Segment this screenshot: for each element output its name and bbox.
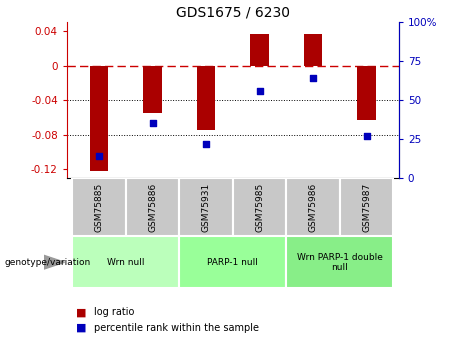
Text: percentile rank within the sample: percentile rank within the sample (94, 323, 259, 333)
Bar (126, 178, 179, 236)
Title: GDS1675 / 6230: GDS1675 / 6230 (176, 6, 290, 20)
Text: GSM75885: GSM75885 (95, 183, 103, 231)
Point (256, 88, 263, 93)
Text: Wrn PARP-1 double
null: Wrn PARP-1 double null (297, 253, 383, 272)
Bar (304, 34, 323, 66)
Point (202, 141, 210, 146)
Text: Wrn null: Wrn null (107, 258, 144, 267)
Bar (340, 178, 393, 236)
Text: GSM75886: GSM75886 (148, 183, 157, 231)
Point (309, 76, 317, 81)
Point (149, 120, 156, 126)
Text: GSM75985: GSM75985 (255, 183, 264, 231)
Bar (250, 34, 269, 66)
Bar (233, 178, 286, 236)
Polygon shape (44, 255, 65, 269)
Bar (72, 236, 179, 288)
Bar (286, 178, 340, 236)
Text: log ratio: log ratio (94, 307, 134, 317)
Bar (89, 66, 108, 171)
Bar (286, 236, 393, 288)
Point (363, 133, 370, 138)
Bar (72, 178, 126, 236)
Text: GSM75986: GSM75986 (308, 183, 318, 231)
Point (95, 153, 103, 159)
Bar (357, 66, 376, 120)
Bar (179, 178, 233, 236)
Text: PARP-1 null: PARP-1 null (207, 258, 258, 267)
Text: genotype/variation: genotype/variation (5, 258, 91, 267)
Bar (197, 66, 215, 130)
Text: GSM75987: GSM75987 (362, 183, 371, 231)
Bar (179, 236, 286, 288)
Bar (143, 66, 162, 113)
Text: ■: ■ (76, 323, 87, 333)
Text: ■: ■ (76, 307, 87, 317)
Text: GSM75931: GSM75931 (201, 183, 211, 231)
